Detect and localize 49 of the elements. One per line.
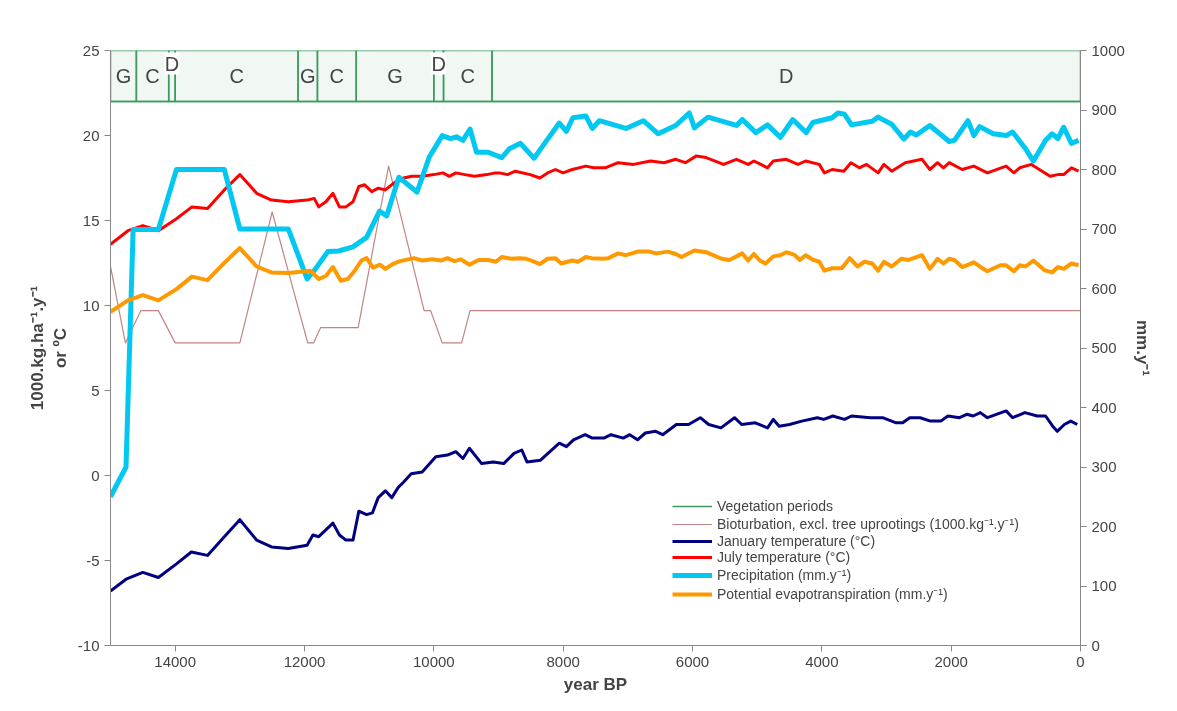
- y2-tick-label: 0: [1091, 636, 1100, 654]
- x-tick-label: 12000: [283, 652, 326, 670]
- x-tick-label: 6000: [675, 652, 710, 670]
- x-tick-label: 0: [1076, 652, 1085, 670]
- x-axis-title: year BP: [563, 674, 628, 694]
- legend-label: Precipitation (mm.y⁻¹): [717, 566, 852, 584]
- y-tick-label: 15: [82, 211, 100, 229]
- line-series: [110, 165, 1081, 344]
- band-label: G: [115, 65, 132, 87]
- x-tick-label: 2000: [934, 652, 968, 670]
- legend-label: July temperature (°C): [717, 549, 851, 565]
- y2-tick-label: 1000: [1091, 41, 1125, 59]
- line-series: [110, 246, 1081, 314]
- y2-tick-label: 300: [1091, 458, 1117, 475]
- band-label: C: [145, 65, 160, 87]
- y2-tick-label: 100: [1091, 577, 1117, 594]
- y2-tick-label: 500: [1091, 339, 1117, 356]
- legend-label: January temperature (°C): [717, 533, 876, 549]
- y-tick-label: -5: [86, 551, 100, 569]
- legend-label: Bioturbation, excl. tree uprootings (1000.kg⁻¹.y⁻¹): [717, 515, 1019, 533]
- y-tick-label: 10: [82, 296, 100, 314]
- y2-axis-title: mm.y⁻¹: [1132, 319, 1152, 377]
- y-tick-label: 20: [82, 126, 100, 144]
- y-tick-label: 5: [91, 381, 100, 399]
- y-tick-label: 25: [82, 41, 100, 59]
- line-series: [110, 154, 1081, 246]
- band-label: D: [164, 52, 180, 75]
- y2-tick-label: 800: [1091, 160, 1117, 178]
- y-tick-label: 0: [91, 466, 100, 484]
- band-label: C: [229, 65, 244, 87]
- legend-label: Vegetation periods: [717, 498, 833, 514]
- legend-label: Potential evapotranspiration (mm.y⁻¹): [717, 585, 948, 603]
- y-tick-label: -10: [77, 636, 100, 654]
- y2-tick-label: 200: [1091, 517, 1117, 535]
- x-tick-label: 8000: [546, 652, 580, 670]
- y2-tick-label: 700: [1091, 220, 1117, 237]
- band-label: D: [779, 65, 794, 87]
- y2-tick-label: 600: [1091, 279, 1117, 297]
- y2-tick-label: 900: [1091, 101, 1117, 118]
- x-tick-label: 14000: [154, 652, 197, 670]
- band-label: C: [460, 65, 476, 87]
- band-label: D: [431, 52, 446, 75]
- band-label: C: [329, 65, 345, 87]
- band-label: G: [387, 65, 403, 87]
- y-axis-title: 1000.kg.ha⁻¹.y⁻¹ or ºC: [28, 285, 70, 411]
- x-tick-label: 4000: [805, 652, 839, 670]
- x-tick-label: 10000: [412, 652, 455, 670]
- y2-tick-label: 400: [1091, 398, 1117, 416]
- band-label: G: [299, 65, 316, 87]
